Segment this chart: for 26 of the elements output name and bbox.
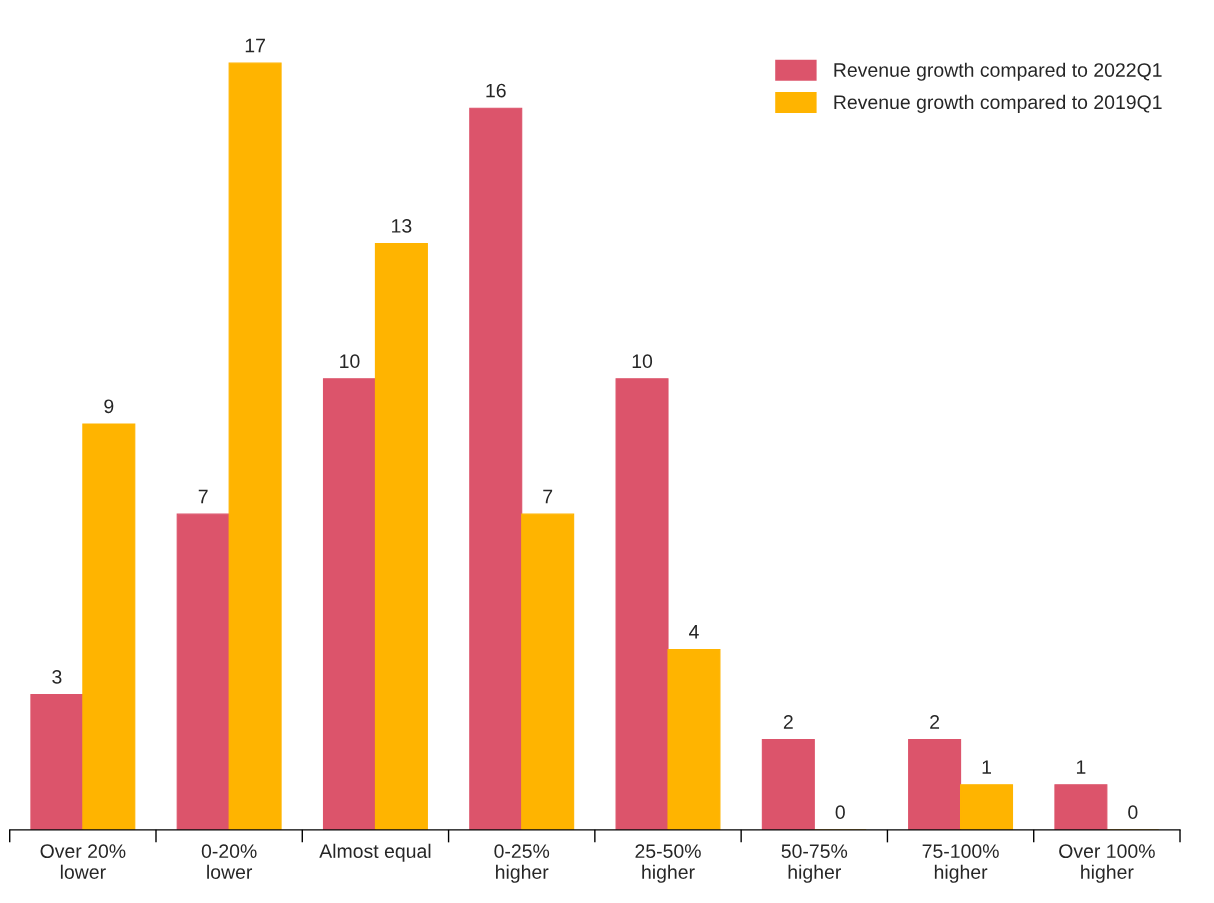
data-label: 2: [930, 715, 940, 729]
data-label: 13: [392, 219, 412, 233]
data-label: 7: [198, 489, 208, 504]
data-label: 0: [1128, 805, 1138, 820]
data-label: 9: [104, 399, 114, 414]
data-label: 16: [486, 83, 506, 98]
legend-label: Revenue growth compared to 2019Q1: [834, 94, 1162, 113]
data-label: 4: [689, 625, 699, 639]
x-tick-label: 0-25% higher: [494, 844, 550, 883]
data-label: 0: [835, 805, 845, 820]
data-label: 1: [1076, 760, 1086, 774]
x-tick-label: Over 20% lower: [40, 844, 126, 879]
data-label: 7: [543, 489, 553, 504]
data-label: 17: [245, 38, 265, 53]
x-tick-label: 50-75% higher: [781, 844, 848, 883]
data-label: 10: [632, 354, 653, 369]
x-tick-label: Over 100% higher: [1059, 844, 1155, 883]
legend-label: Revenue growth compared to 2022Q1: [834, 62, 1162, 81]
data-label: 3: [52, 670, 62, 684]
x-tick-label: 0-20% lower: [201, 844, 257, 879]
x-tick-label: 75-100% higher: [922, 844, 999, 883]
x-tick-label: 25-50% higher: [635, 844, 701, 883]
data-label: 2: [783, 715, 793, 729]
data-label: 10: [340, 354, 360, 369]
data-label: 1: [982, 760, 991, 774]
x-tick-label: Almost equal: [319, 843, 431, 862]
